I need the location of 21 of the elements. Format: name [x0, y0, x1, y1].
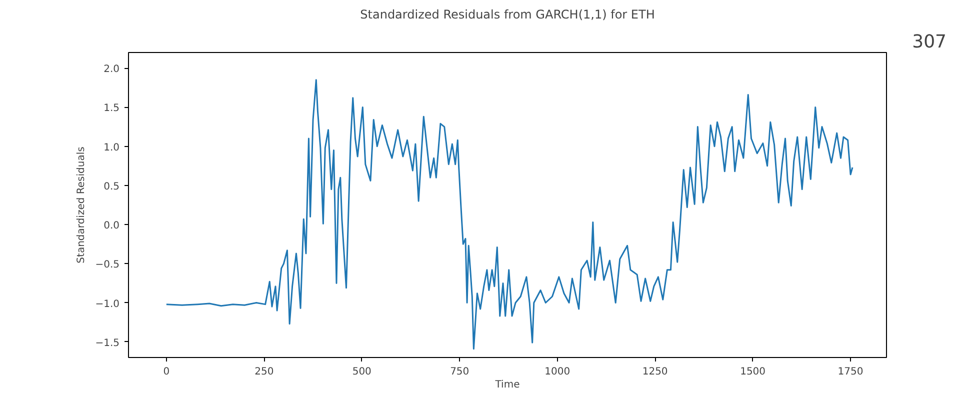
y-tick-label: −1.5 [95, 338, 120, 349]
y-tick-label: −1.0 [95, 298, 120, 310]
x-tick-label: 1500 [740, 366, 766, 378]
x-tick-label: 1750 [838, 366, 864, 378]
chart-title: Standardized Residuals from GARCH(1,1) for ETH [360, 8, 655, 22]
x-tick-label: 0 [163, 366, 170, 378]
x-tick-label: 250 [254, 366, 274, 378]
y-tick-label: 0.0 [104, 220, 120, 232]
text: 307 [912, 32, 947, 52]
x-axis-title: Time [494, 380, 520, 390]
line-series [166, 79, 854, 350]
y-axis-title: Standardized Residuals [76, 146, 88, 264]
x-tick-label: 1250 [642, 366, 668, 378]
x-tick-label: 750 [450, 366, 470, 378]
y-tick-label: 2.0 [104, 64, 120, 76]
y-tick-label: 0.5 [104, 181, 120, 192]
y-tick-label: 1.5 [104, 103, 120, 114]
x-tick-label: 1000 [544, 366, 570, 378]
x-tick-label: 500 [352, 366, 372, 378]
y-tick-label: −0.5 [95, 260, 120, 271]
y-tick-label: 1.0 [104, 142, 120, 154]
